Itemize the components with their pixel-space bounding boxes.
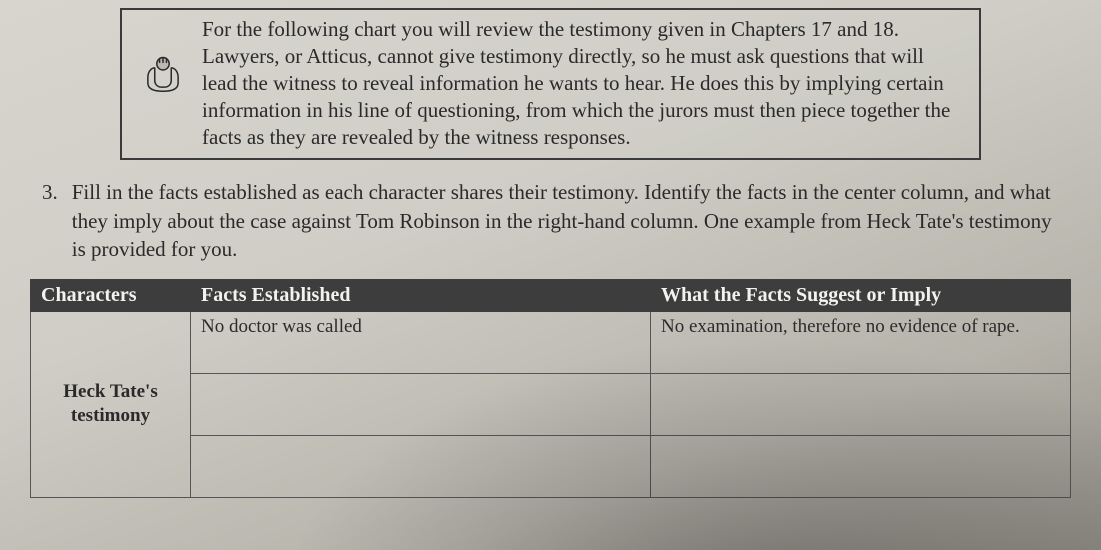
imply-cell (651, 436, 1071, 498)
question-number: 3. (42, 178, 58, 263)
fact-cell: No doctor was called (191, 312, 651, 374)
imply-cell: No examination, therefore no evidence of… (651, 312, 1071, 374)
header-characters: Characters (31, 280, 191, 312)
imply-cell (651, 374, 1071, 436)
header-facts: Facts Established (191, 280, 651, 312)
header-imply: What the Facts Suggest or Imply (651, 280, 1071, 312)
instructions-box: For the following chart you will review … (120, 8, 981, 160)
row-label-heck-tate: Heck Tate's testimony (31, 312, 191, 498)
fact-cell (191, 436, 651, 498)
fact-cell (191, 374, 651, 436)
table-header-row: Characters Facts Established What the Fa… (31, 280, 1071, 312)
question-3: 3. Fill in the facts established as each… (30, 178, 1071, 263)
instructions-text: For the following chart you will review … (198, 16, 959, 150)
hands-icon (136, 16, 190, 94)
testimony-table: Characters Facts Established What the Fa… (30, 279, 1071, 498)
table-row: Heck Tate's testimony No doctor was call… (31, 312, 1071, 374)
question-text: Fill in the facts established as each ch… (72, 178, 1061, 263)
